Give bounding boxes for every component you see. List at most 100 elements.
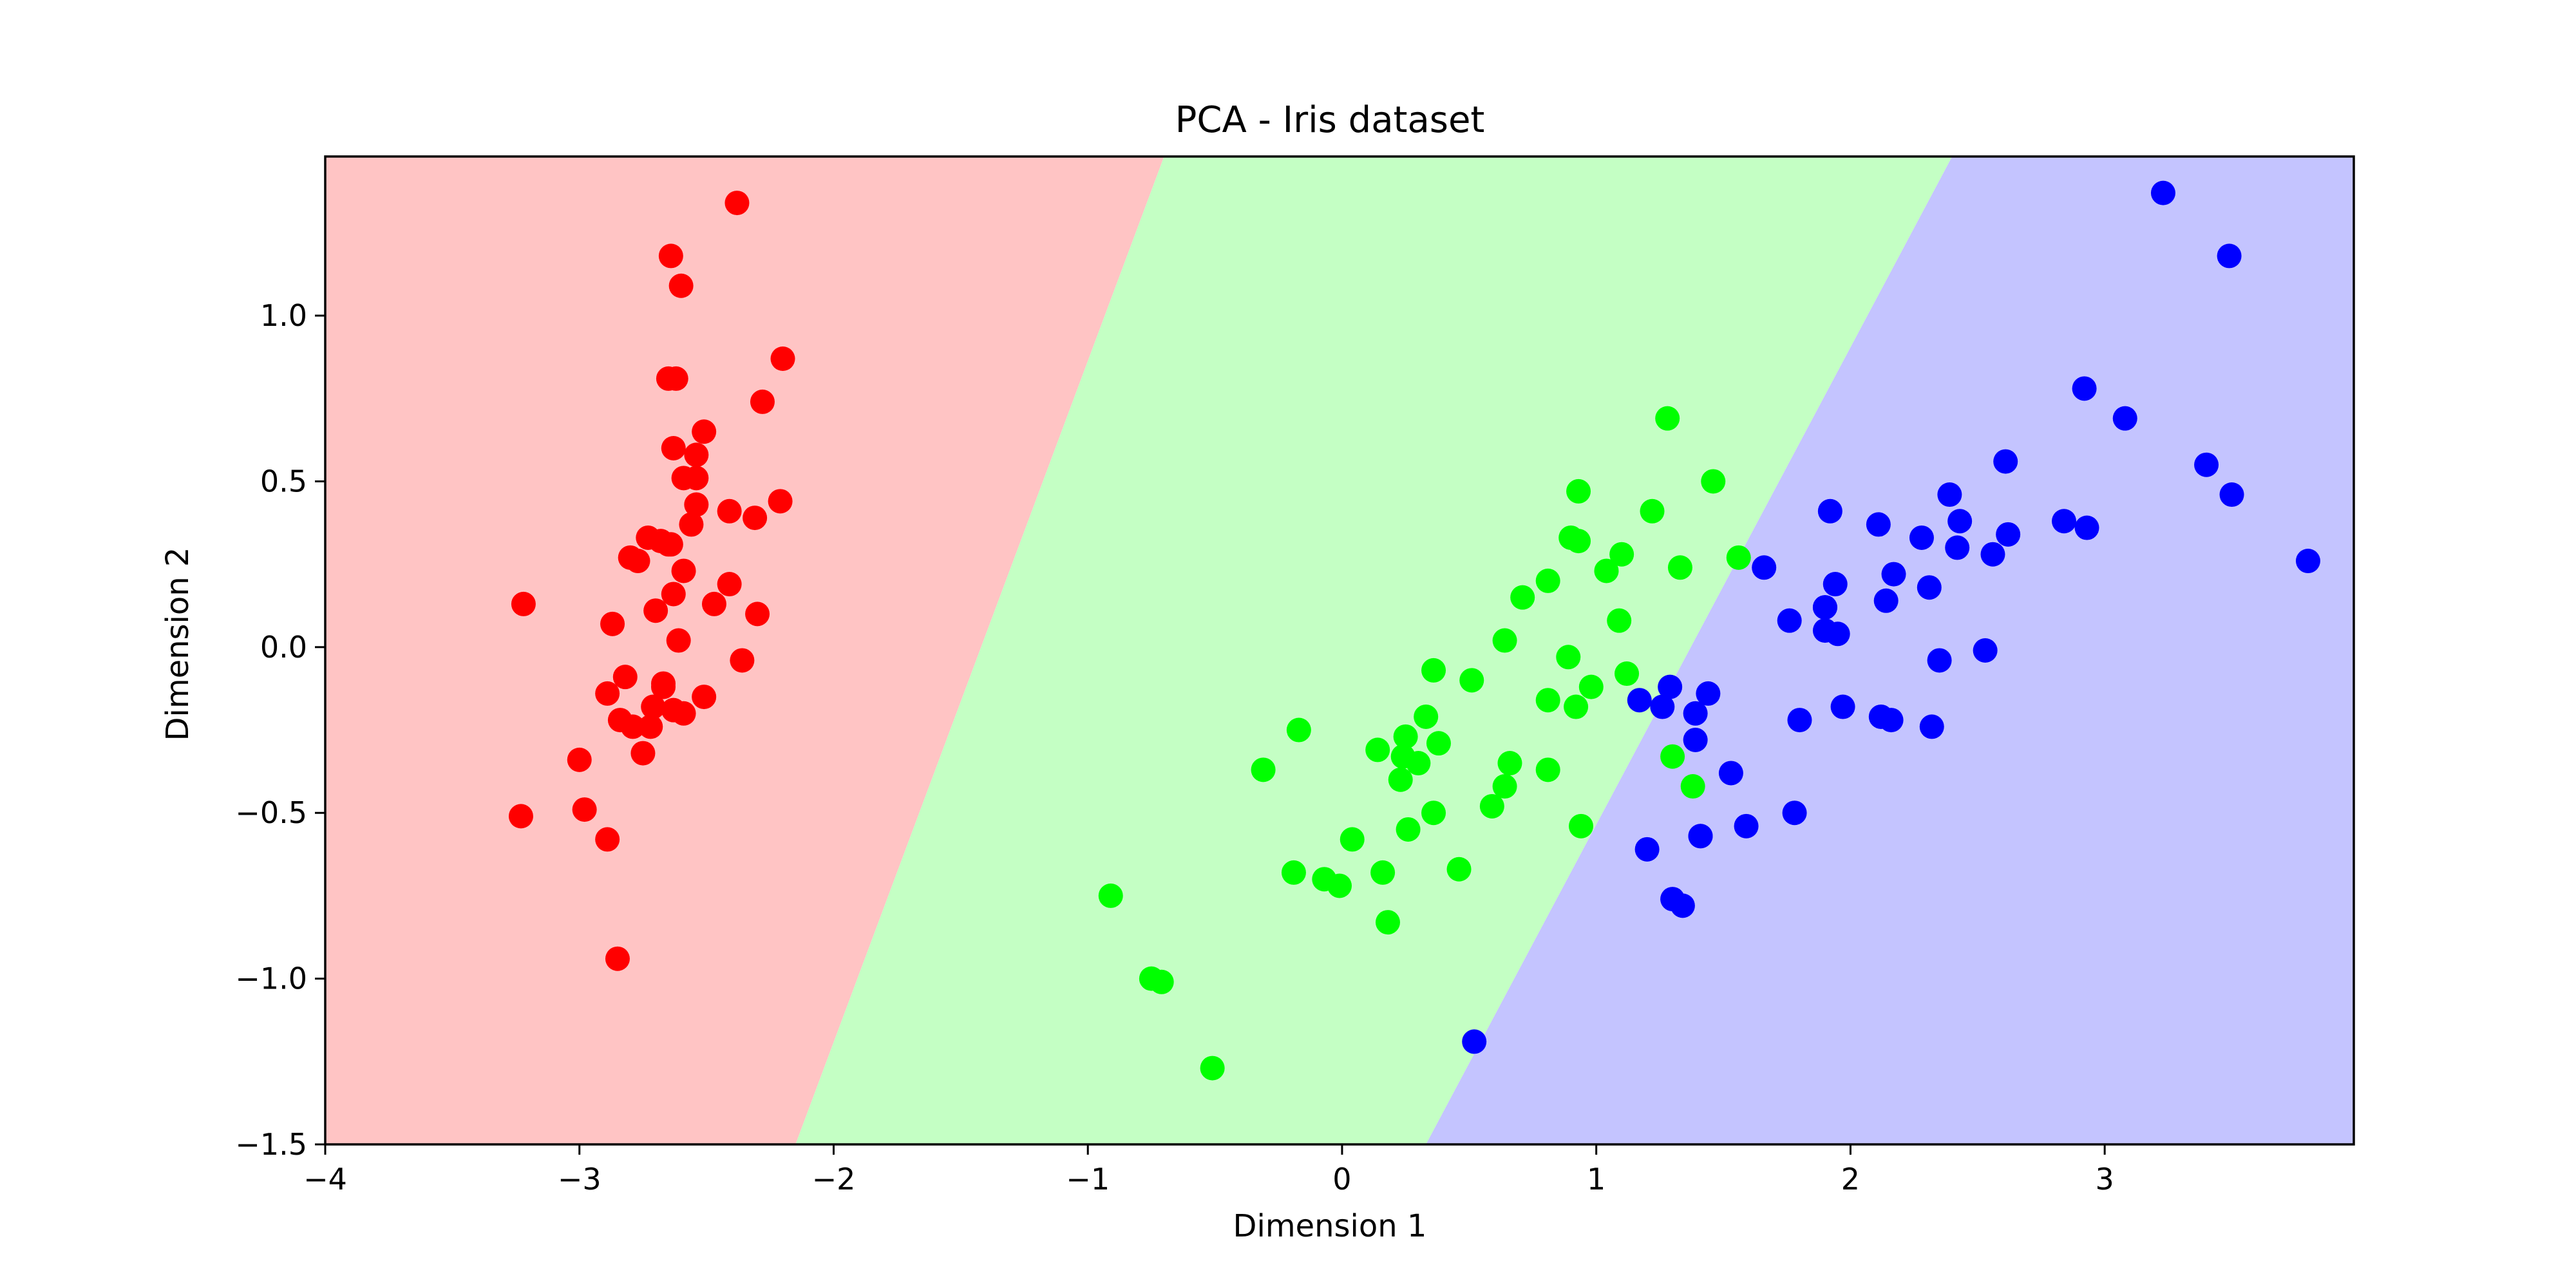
data-point-class-2 <box>1640 498 1665 524</box>
data-point-class-3 <box>1919 714 1944 739</box>
data-point-class-2 <box>1556 645 1581 670</box>
data-point-class-3 <box>1909 525 1934 550</box>
data-point-class-2 <box>1566 478 1591 504</box>
data-point-class-1 <box>745 601 770 627</box>
data-point-class-1 <box>724 191 750 216</box>
data-point-class-3 <box>1634 837 1660 862</box>
data-point-class-1 <box>630 741 656 766</box>
x-tick-label: 0 <box>1332 1162 1351 1197</box>
data-point-class-2 <box>1558 525 1584 550</box>
data-point-class-1 <box>605 946 630 971</box>
x-tick-label: 3 <box>2096 1162 2114 1197</box>
data-point-class-1 <box>701 591 726 616</box>
data-point-class-2 <box>1660 744 1685 769</box>
data-point-class-3 <box>2194 452 2219 477</box>
data-point-class-2 <box>1492 628 1517 653</box>
data-point-class-1 <box>679 512 704 537</box>
data-point-class-2 <box>1701 469 1726 494</box>
decision-region-2 <box>795 156 1953 1144</box>
data-point-class-3 <box>1947 509 1973 534</box>
x-tick-label: −4 <box>303 1162 347 1197</box>
data-point-class-1 <box>684 466 709 491</box>
data-point-class-3 <box>1462 1029 1487 1054</box>
data-point-class-2 <box>1149 969 1174 994</box>
data-point-class-1 <box>641 694 666 719</box>
data-point-class-3 <box>1937 482 1962 507</box>
data-point-class-2 <box>1726 545 1751 570</box>
data-point-class-2 <box>1421 658 1446 683</box>
y-tick-label: 1.0 <box>260 298 307 333</box>
data-point-class-3 <box>1777 608 1802 633</box>
data-point-class-2 <box>1370 860 1396 885</box>
x-tick-label: 2 <box>1841 1162 1860 1197</box>
data-point-class-3 <box>1823 572 1848 597</box>
data-point-class-1 <box>607 708 632 733</box>
data-point-class-3 <box>2219 482 2244 507</box>
data-point-class-2 <box>1414 704 1439 729</box>
data-point-class-3 <box>1812 618 1837 643</box>
data-point-class-1 <box>671 558 696 583</box>
data-points <box>508 180 2320 1081</box>
data-point-class-3 <box>1996 522 2021 547</box>
data-point-class-1 <box>567 747 592 772</box>
data-point-class-3 <box>1812 595 1837 620</box>
data-point-class-3 <box>2074 515 2099 540</box>
data-point-class-1 <box>658 243 683 269</box>
data-point-class-1 <box>636 525 661 550</box>
data-point-class-3 <box>1993 449 2018 474</box>
data-point-class-3 <box>1927 648 1952 673</box>
y-axis-ticks: −1.5 −1.0 −0.5 0.0 0.5 1.0 <box>235 298 325 1162</box>
data-point-class-3 <box>1683 701 1708 726</box>
data-point-class-3 <box>1973 638 1998 663</box>
data-point-class-1 <box>671 701 696 726</box>
data-point-class-1 <box>730 648 755 673</box>
data-point-class-2 <box>1615 661 1640 687</box>
data-point-class-2 <box>1312 867 1337 892</box>
y-axis-label: Dimension 2 <box>160 547 196 741</box>
data-point-class-1 <box>658 532 683 557</box>
data-point-class-3 <box>1879 708 1904 733</box>
data-point-class-1 <box>661 435 686 460</box>
data-point-class-3 <box>1917 575 1942 600</box>
data-point-class-2 <box>1479 793 1504 819</box>
data-point-class-1 <box>750 389 775 414</box>
data-point-class-3 <box>1688 824 1713 849</box>
decision-regions <box>325 156 2354 1144</box>
data-point-class-2 <box>1497 751 1522 776</box>
data-point-class-3 <box>1782 800 1807 826</box>
data-point-class-2 <box>1510 585 1535 610</box>
data-point-class-3 <box>1881 562 1906 587</box>
data-point-class-2 <box>1365 737 1390 762</box>
data-point-class-2 <box>1535 688 1560 713</box>
data-point-class-2 <box>1655 406 1680 431</box>
data-point-class-2 <box>1098 883 1123 908</box>
data-point-class-2 <box>1388 767 1413 792</box>
plot-frame <box>324 155 2355 1146</box>
data-point-class-2 <box>1446 857 1472 882</box>
data-point-class-2 <box>1459 668 1484 693</box>
x-tick-label: −2 <box>812 1162 856 1197</box>
data-point-class-3 <box>2052 509 2076 534</box>
data-point-class-3 <box>1830 694 1855 719</box>
data-point-class-1 <box>668 273 694 298</box>
data-point-class-1 <box>692 685 717 710</box>
data-point-class-2 <box>1492 774 1517 799</box>
data-point-class-1 <box>643 598 668 623</box>
chart-title: PCA - Iris dataset <box>1175 99 1485 141</box>
data-point-class-3 <box>2150 180 2175 205</box>
data-point-class-2 <box>1609 542 1634 567</box>
x-tick-label: 1 <box>1587 1162 1605 1197</box>
data-point-class-1 <box>656 366 681 391</box>
x-axis-label: Dimension 1 <box>1233 1208 1427 1244</box>
data-point-class-2 <box>1569 813 1593 838</box>
data-point-class-1 <box>717 498 742 524</box>
data-point-class-2 <box>1421 800 1446 826</box>
data-point-class-3 <box>1787 708 1812 733</box>
data-point-class-1 <box>508 804 533 829</box>
data-point-class-2 <box>1535 568 1560 593</box>
data-point-class-3 <box>1696 681 1721 706</box>
data-point-class-1 <box>651 674 676 699</box>
data-point-class-2 <box>1564 694 1589 719</box>
data-point-class-1 <box>612 665 638 690</box>
